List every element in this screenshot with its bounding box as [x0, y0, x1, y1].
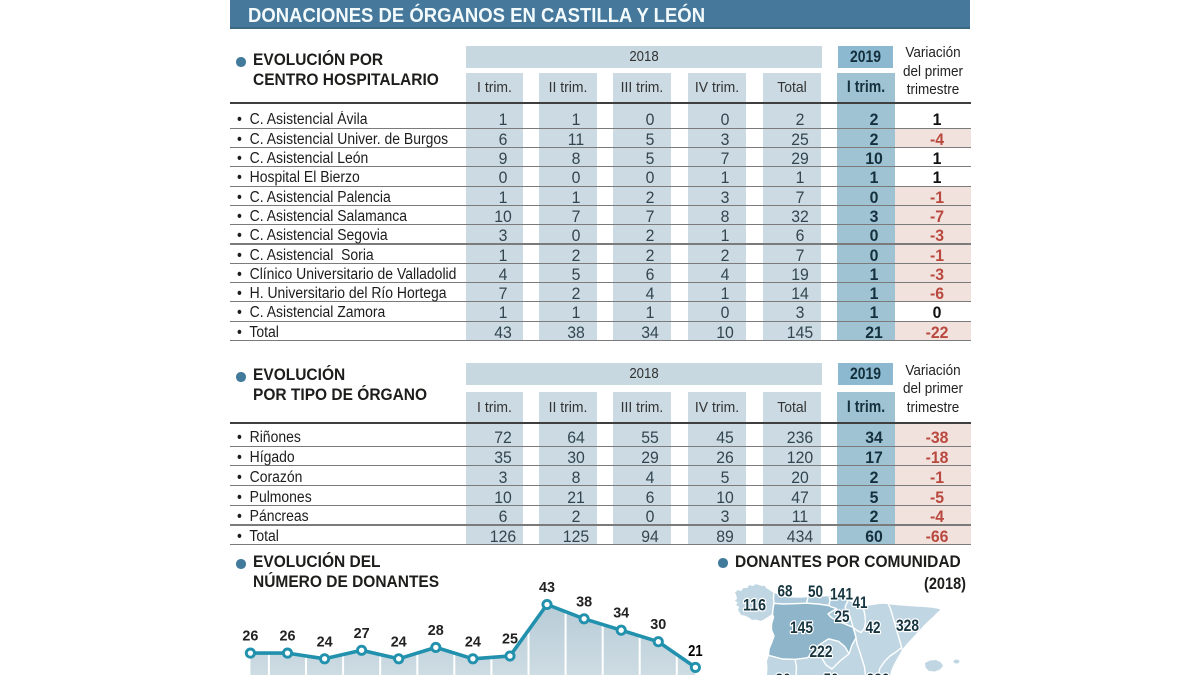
- svg-text:38: 38: [576, 593, 592, 610]
- svg-text:25: 25: [502, 631, 518, 648]
- svg-text:25: 25: [835, 608, 850, 626]
- svg-text:28: 28: [428, 622, 444, 639]
- svg-text:27: 27: [354, 625, 370, 642]
- svg-text:86: 86: [776, 671, 791, 675]
- svg-text:21: 21: [688, 643, 703, 660]
- svg-text:50: 50: [824, 671, 839, 675]
- svg-text:26: 26: [280, 628, 296, 645]
- svg-text:222: 222: [810, 643, 833, 661]
- svg-text:68: 68: [778, 583, 793, 601]
- svg-text:50: 50: [808, 583, 823, 601]
- svg-text:34: 34: [613, 605, 630, 622]
- svg-text:116: 116: [743, 597, 766, 615]
- svg-text:26: 26: [242, 628, 258, 645]
- svg-text:42: 42: [866, 619, 881, 637]
- svg-text:41: 41: [853, 594, 868, 612]
- svg-text:220: 220: [867, 671, 890, 675]
- svg-text:24: 24: [465, 633, 482, 650]
- svg-text:30: 30: [650, 616, 666, 633]
- svg-text:24: 24: [317, 633, 334, 650]
- svg-text:43: 43: [539, 579, 555, 596]
- svg-text:145: 145: [790, 619, 813, 637]
- svg-text:141: 141: [830, 586, 853, 604]
- svg-text:328: 328: [896, 617, 919, 635]
- svg-text:24: 24: [391, 633, 408, 650]
